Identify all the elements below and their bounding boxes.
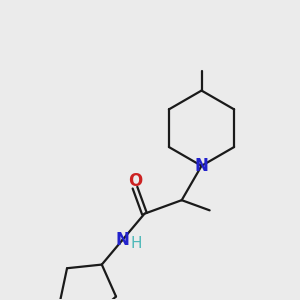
Text: O: O bbox=[128, 172, 142, 190]
Text: N: N bbox=[115, 231, 129, 249]
Text: N: N bbox=[195, 157, 208, 175]
Text: H: H bbox=[130, 236, 142, 251]
